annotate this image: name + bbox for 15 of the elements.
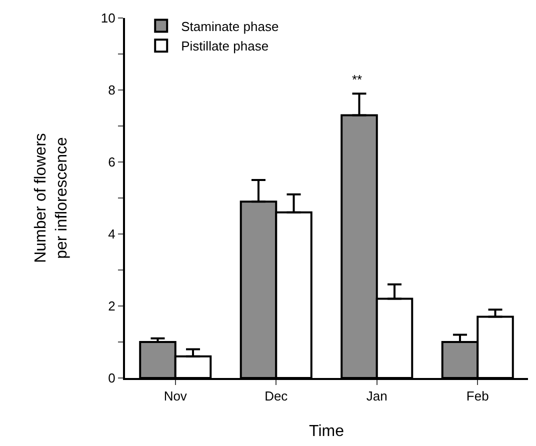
x-axis-title: Time — [309, 422, 344, 440]
y-tick-label: 6 — [108, 154, 116, 170]
y-tick-label: 4 — [108, 226, 116, 242]
x-tick-label: Feb — [466, 388, 489, 404]
y-tick-label: 10 — [100, 10, 116, 26]
x-tick-label: Jan — [366, 388, 388, 404]
y-tick-label: 0 — [108, 370, 116, 386]
y-tick-label: 2 — [108, 298, 116, 314]
x-tick-label: Nov — [164, 388, 188, 404]
x-tick-label: Dec — [264, 388, 288, 404]
legend-label: Pistillate phase — [181, 38, 269, 54]
y-axis-title: Number of flowers per inflorescence — [32, 133, 70, 263]
legend-label: Staminate phase — [181, 18, 279, 34]
annotation: ** — [352, 72, 362, 87]
y-tick-label: 8 — [108, 82, 116, 98]
